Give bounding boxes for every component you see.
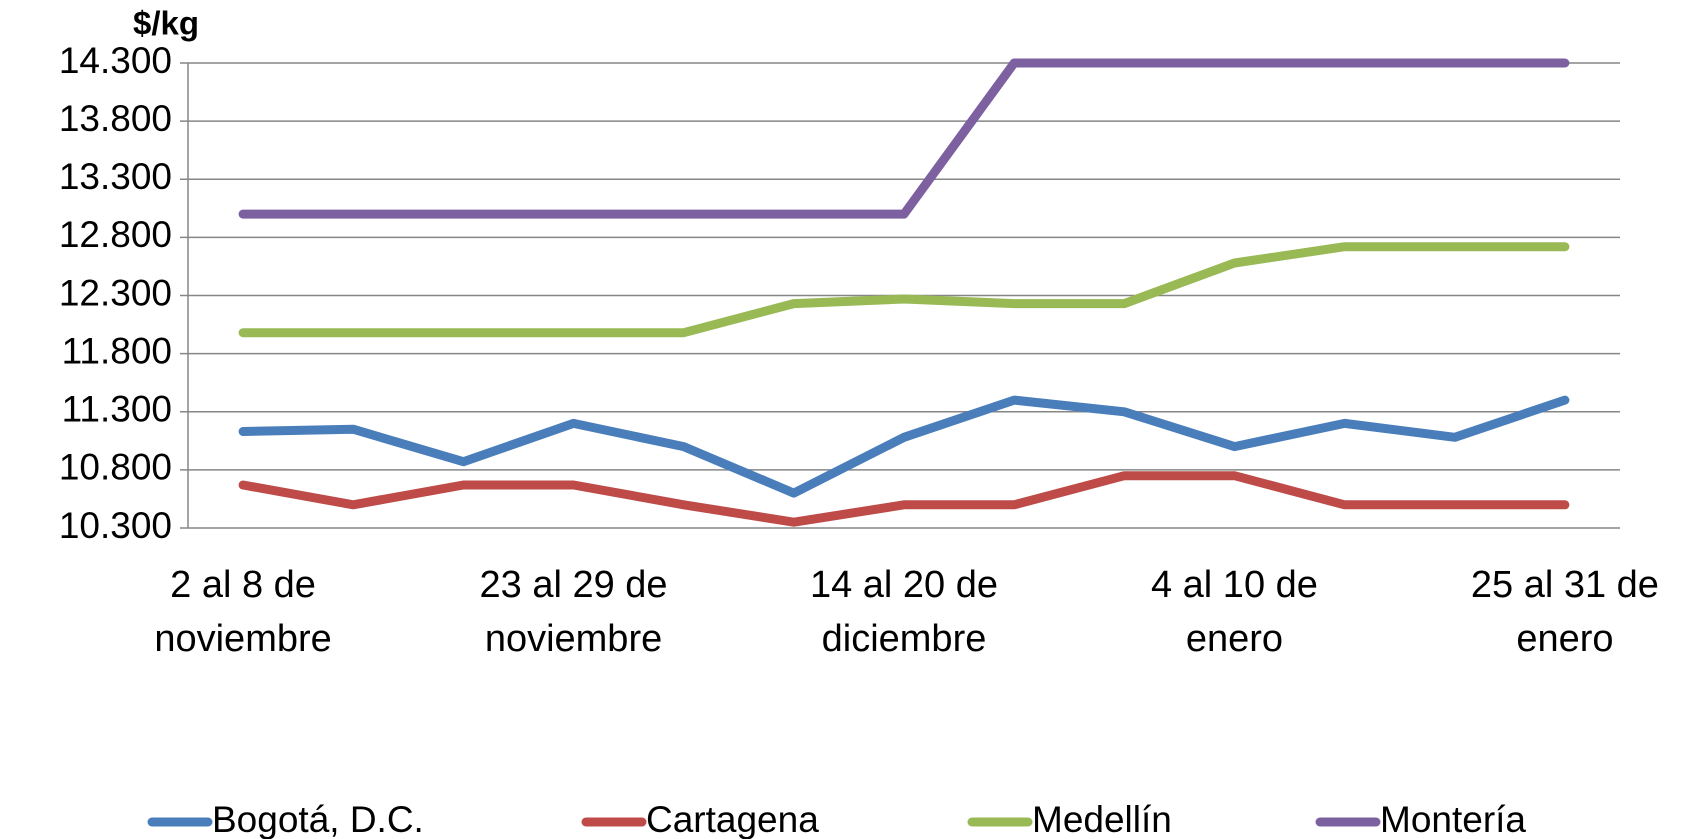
series-line — [238, 58, 1570, 219]
x-tick-label: 25 al 31 de enero — [1470, 564, 1659, 660]
series-line — [238, 471, 1570, 527]
x-tick-label: 4 al 10 de enero — [1150, 564, 1318, 660]
y-axis-label: $/kg — [133, 5, 199, 42]
x-tick-label: 2 al 8 de noviembre — [154, 564, 332, 660]
series-line — [238, 395, 1570, 498]
x-tick-label: 23 al 29 de noviembre — [479, 564, 668, 660]
y-tick-label: 12.300 — [59, 272, 172, 313]
y-tick-label: 11.800 — [62, 330, 172, 371]
y-tick-label: 13.800 — [59, 98, 172, 139]
legend-label: Cartagena — [646, 799, 819, 839]
x-tick-label: 14 al 20 de diciembre — [809, 564, 999, 660]
legend-label: Medellín — [1032, 799, 1172, 839]
y-tick-label: 12.800 — [59, 214, 172, 255]
y-tick-label: 11.300 — [62, 389, 172, 430]
y-tick-label: 13.300 — [59, 156, 172, 197]
legend-label: Bogotá, D.C. — [212, 799, 424, 839]
series-line — [238, 242, 1570, 338]
legend-label: Montería — [1380, 799, 1526, 839]
y-tick-label: 10.800 — [59, 447, 172, 488]
y-tick-label: 10.300 — [59, 505, 172, 546]
y-tick-label: 14.300 — [59, 40, 172, 81]
